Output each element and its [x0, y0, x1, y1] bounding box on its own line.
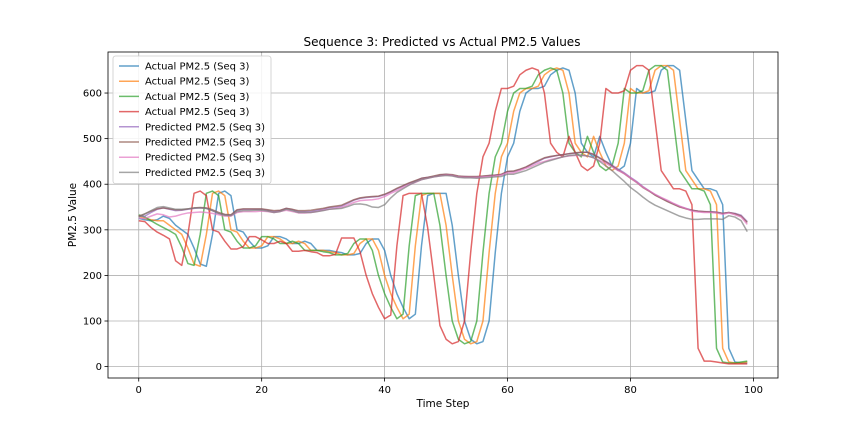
y-tick-label: 400 [83, 180, 102, 191]
x-tick-label: 20 [255, 385, 268, 396]
legend-entry: Actual PM2.5 (Seq 3) [145, 107, 250, 118]
legend-entry: Predicted PM2.5 (Seq 3) [145, 138, 265, 149]
legend-entry: Actual PM2.5 (Seq 3) [145, 62, 250, 73]
legend: Actual PM2.5 (Seq 3) Actual PM2.5 (Seq 3)… [112, 55, 272, 184]
legend-entry: Actual PM2.5 (Seq 3) [145, 77, 250, 88]
series-line-4 [138, 64, 748, 365]
x-tick-label: 0 [136, 385, 142, 396]
legend-entry: Predicted PM2.5 (Seq 3) [145, 168, 265, 179]
x-tick-label: 40 [378, 385, 391, 396]
x-tick-label: 100 [744, 385, 763, 396]
y-tick-label: 300 [83, 225, 102, 236]
series-line-2 [138, 64, 748, 364]
y-tick-label: 200 [83, 271, 102, 282]
plot-frame [107, 51, 779, 379]
x-axis-ticks: 0 20 40 60 80 100 [136, 378, 763, 396]
chart-title: Sequence 3: Predicted vs Actual PM2.5 Va… [304, 35, 581, 49]
legend-entry: Actual PM2.5 (Seq 3) [145, 92, 250, 103]
series-line-8 [138, 154, 748, 233]
legend-entry: Predicted PM2.5 (Seq 3) [145, 122, 265, 133]
y-tick-label: 0 [96, 362, 102, 373]
series-lines [138, 64, 748, 365]
y-axis-label: PM2.5 Value [67, 183, 79, 247]
x-tick-label: 60 [501, 385, 514, 396]
legend-box [112, 55, 272, 184]
legend-entry: Predicted PM2.5 (Seq 3) [145, 153, 265, 164]
y-tick-label: 600 [83, 89, 102, 100]
x-axis-label: Time Step [416, 398, 470, 410]
y-axis-ticks: 0 100 200 300 400 500 600 [83, 89, 108, 373]
y-tick-label: 100 [83, 317, 102, 328]
x-tick-label: 80 [624, 385, 637, 396]
series-line-3 [138, 64, 748, 364]
series-line-1 [138, 64, 748, 364]
y-tick-label: 500 [83, 134, 102, 145]
